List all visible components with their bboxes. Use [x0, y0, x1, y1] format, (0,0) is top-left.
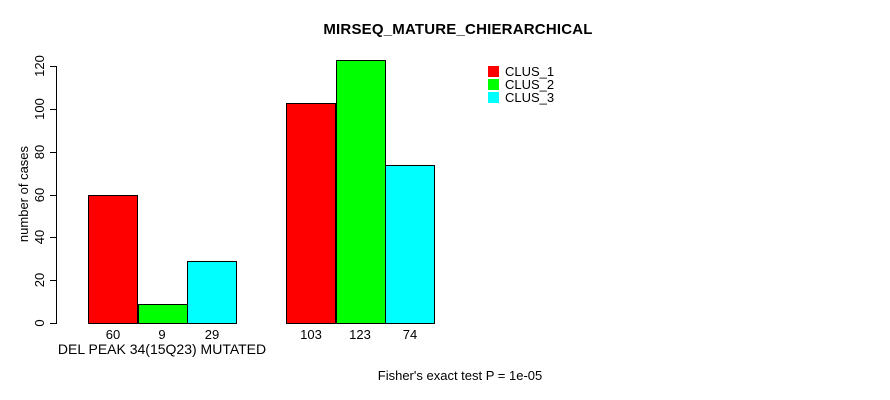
fisher-test-annotation: Fisher's exact test P = 1e-05: [377, 368, 543, 383]
legend-item-clus_2: CLUS_2: [488, 78, 554, 91]
bar-value-label: 74: [402, 327, 418, 342]
y-tick: [50, 280, 57, 281]
legend: CLUS_1 CLUS_2 CLUS_3: [488, 65, 554, 104]
y-tick: [50, 152, 57, 153]
y-tick: [50, 195, 57, 196]
bar-value-label: 29: [204, 327, 220, 342]
y-tick-label: 40: [32, 229, 47, 245]
y-axis-title: number of cases: [16, 145, 31, 243]
bar-clus_2-group2: [336, 60, 386, 324]
y-tick: [50, 66, 57, 67]
y-tick-label: 120: [32, 55, 47, 77]
bar-value-label: 9: [158, 327, 166, 342]
legend-swatch-icon: [488, 79, 499, 90]
x-axis-group-label: DEL PEAK 34(15Q23) MUTATED: [57, 341, 267, 357]
bar-value-label: 60: [105, 327, 121, 342]
bar-clus_2-group1: [138, 304, 188, 324]
bar-clus_1-group1: [88, 195, 138, 324]
legend-item-clus_1: CLUS_1: [488, 65, 554, 78]
y-tick-label: 60: [32, 187, 47, 203]
legend-item-clus_3: CLUS_3: [488, 91, 554, 104]
bar-clus_3-group2: [385, 165, 435, 324]
legend-swatch-icon: [488, 66, 499, 77]
bar-clus_1-group2: [286, 103, 336, 324]
bar-clus_3-group1: [187, 261, 237, 324]
legend-label: CLUS_3: [505, 90, 555, 105]
legend-swatch-icon: [488, 92, 499, 103]
legend-label: CLUS_1: [505, 64, 555, 79]
legend-label: CLUS_2: [505, 77, 555, 92]
y-tick: [50, 237, 57, 238]
bar-value-label: 103: [300, 327, 322, 342]
y-tick-label: 0: [32, 319, 47, 327]
chart-title: MIRSEQ_MATURE_CHIERARCHICAL: [323, 21, 593, 38]
y-tick-label: 20: [32, 272, 47, 288]
y-tick: [50, 323, 57, 324]
y-tick: [50, 109, 57, 110]
bar-value-label: 123: [349, 327, 371, 342]
y-tick-label: 100: [32, 98, 47, 120]
y-tick-label: 80: [32, 144, 47, 160]
